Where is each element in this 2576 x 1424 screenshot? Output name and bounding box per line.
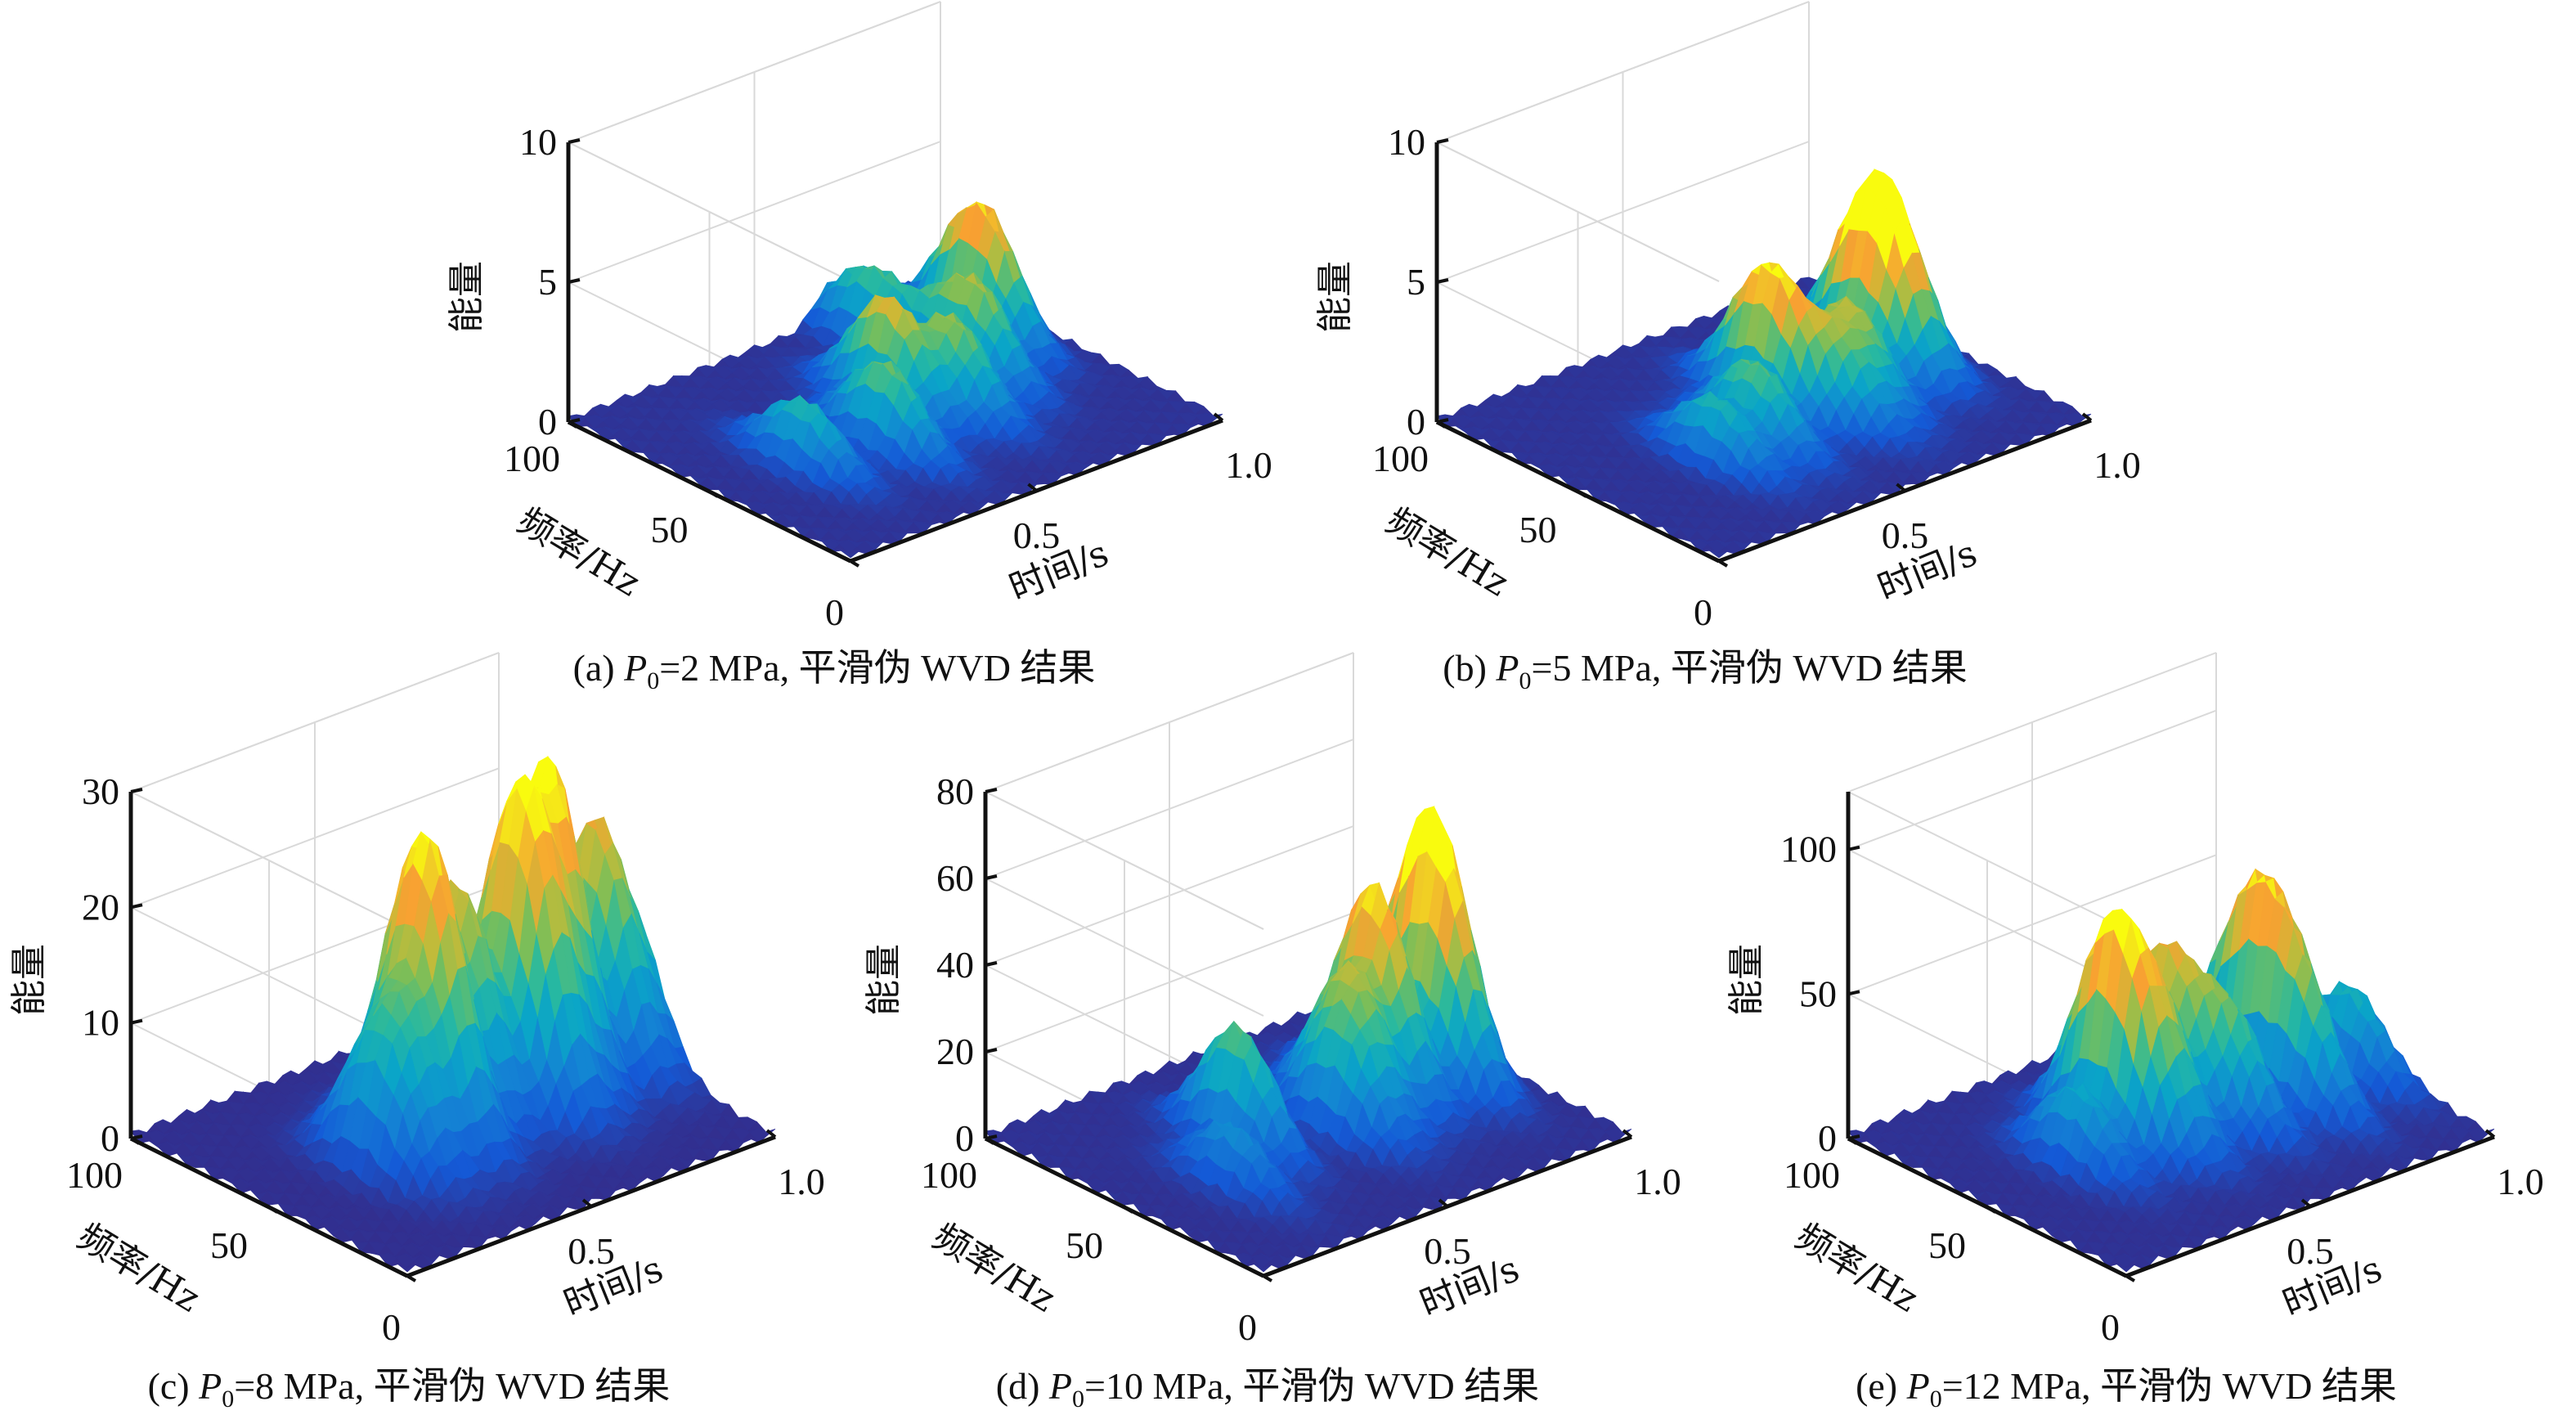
f-tick [267, 1206, 279, 1214]
z-tick [1436, 138, 1449, 144]
f-tick-label: 0 [825, 591, 844, 633]
f-tick [406, 1274, 417, 1282]
f-tick-label: 100 [504, 438, 560, 479]
t-tick-label: 0.5 [1013, 514, 1061, 556]
t-tick-label: 1.0 [778, 1161, 825, 1202]
z-tick-label: 30 [82, 770, 119, 812]
y-axis-label: 频率/Hz [70, 1215, 207, 1320]
f-tick-label: 100 [1372, 438, 1429, 479]
y-axis-label: 频率/Hz [510, 500, 647, 604]
caption-text: =5 MPa, 平滑伪 WVD 结果 [1532, 647, 1968, 689]
surface-c [130, 755, 776, 1273]
f-tick [849, 559, 860, 568]
caption-text: =8 MPa, 平滑伪 WVD 结果 [234, 1365, 670, 1407]
f-tick [708, 490, 719, 498]
z-tick-label: 0 [538, 401, 557, 442]
f-tick [1577, 490, 1587, 498]
z-tick-label: 5 [538, 261, 557, 303]
caption-a: (a) P0=2 MPa, 平滑伪 WVD 结果 [573, 647, 1096, 694]
z-tick-label: 0 [1407, 401, 1425, 442]
z-tick-label: 10 [1388, 121, 1425, 163]
f-tick-label: 100 [66, 1154, 123, 1196]
z-tick [568, 278, 581, 284]
z-tick-label: 20 [82, 886, 119, 928]
t-tick [1027, 483, 1038, 492]
caption-prefix: (a) [573, 647, 625, 689]
z-axis-label: 能量 [446, 261, 487, 333]
caption-c: (c) P0=8 MPa, 平滑伪 WVD 结果 [148, 1365, 671, 1413]
caption-prefix: (c) [148, 1365, 200, 1407]
surface-d [985, 806, 1632, 1273]
caption-variable: P [623, 647, 647, 689]
f-tick [1717, 559, 1729, 568]
f-tick-label: 50 [210, 1224, 248, 1266]
y-axis-label: 频率/Hz [1379, 500, 1515, 604]
f-tick-label: 50 [1519, 509, 1557, 550]
f-tick-label: 0 [382, 1306, 401, 1348]
t-tick [1213, 412, 1224, 422]
caption-text: =2 MPa, 平滑伪 WVD 结果 [659, 647, 1095, 689]
surface-b [1436, 168, 2092, 559]
t-tick-label: 1.0 [1225, 444, 1272, 486]
z-axis-label: 能量 [8, 944, 50, 1016]
z-tick-label: 10 [519, 121, 557, 163]
f-tick-label: 50 [651, 509, 689, 550]
z-tick-label: 0 [101, 1117, 119, 1159]
caption-subscript: 0 [647, 667, 659, 694]
f-tick [567, 420, 578, 429]
caption-b: (b) P0=5 MPa, 平滑伪 WVD 结果 [1443, 647, 1967, 694]
z-tick [130, 788, 143, 793]
z-tick [568, 138, 581, 144]
caption-variable: P [1495, 647, 1519, 689]
z-tick-label: 10 [82, 1002, 119, 1044]
caption-variable: P [198, 1365, 222, 1407]
surface-a [568, 200, 1223, 559]
t-tick-label: 1.0 [2094, 444, 2141, 486]
z-axis-label: 能量 [1314, 261, 1356, 333]
caption-subscript: 0 [1519, 667, 1532, 694]
caption-prefix: (b) [1443, 647, 1496, 689]
caption-subscript: 0 [222, 1386, 234, 1413]
z-tick-label: 5 [1407, 261, 1425, 303]
f-tick-label: 0 [1694, 591, 1712, 633]
